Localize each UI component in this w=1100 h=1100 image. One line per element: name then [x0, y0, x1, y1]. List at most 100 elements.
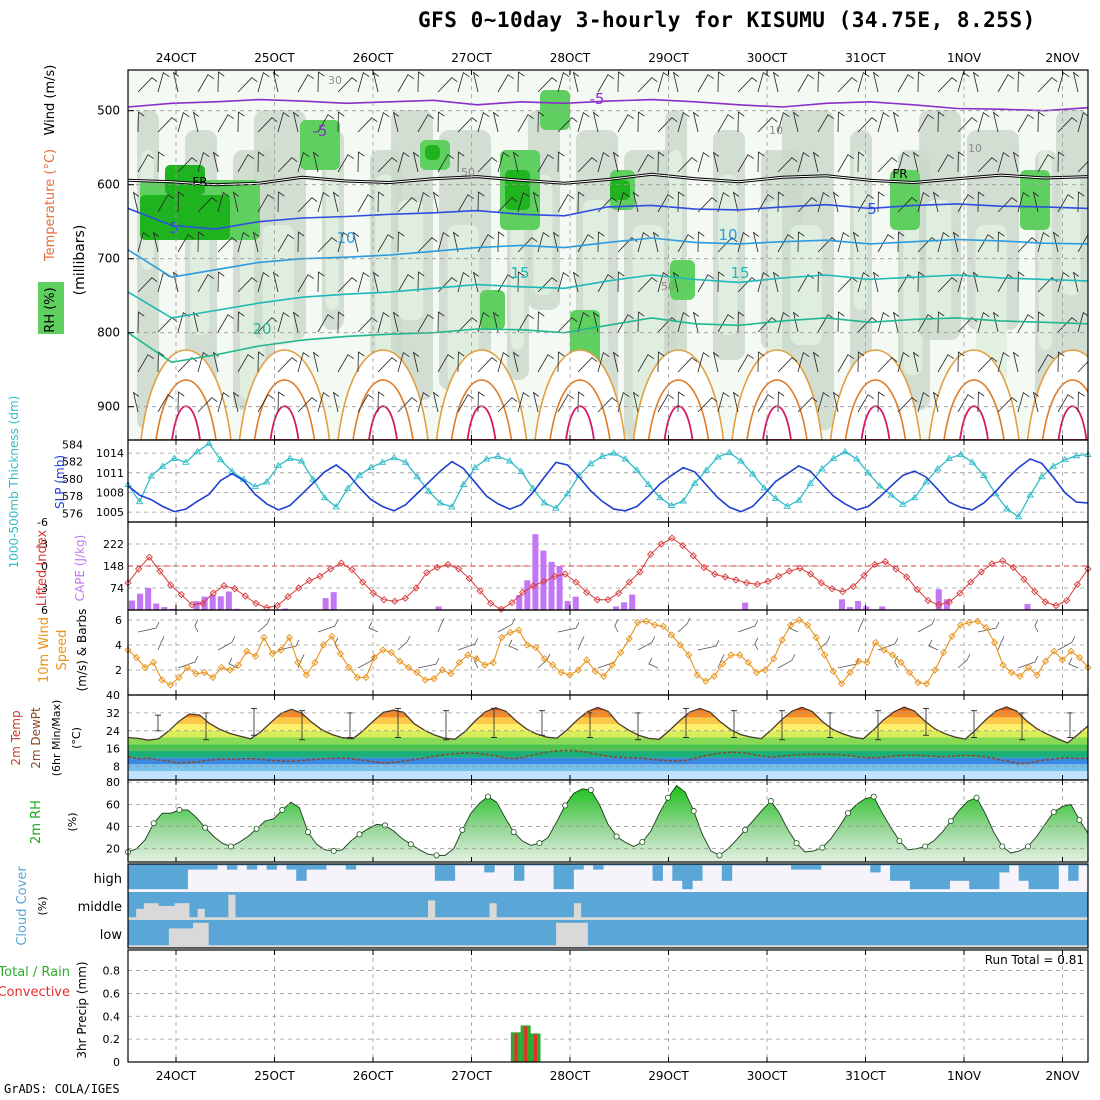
thickness-axis-label: 1000-500mb Thickness (dm) — [7, 396, 21, 569]
bottom-date-label: 25OCT — [254, 1069, 295, 1083]
wind-speed-marker — [829, 667, 837, 675]
lifted-index-marker — [604, 596, 612, 604]
wind-barb-10m — [497, 618, 516, 633]
pressure-tick-label: 800 — [97, 326, 120, 340]
lifted-index-marker — [508, 599, 516, 607]
wind-barb — [437, 232, 450, 253]
wind-speed-marker — [659, 622, 667, 630]
cloud-cell-low — [676, 920, 686, 946]
wind-barb — [717, 192, 730, 213]
wind-speed-marker — [362, 673, 370, 682]
cloud-cell-high — [850, 864, 861, 866]
wind-barb — [277, 312, 290, 333]
wind-barb — [637, 277, 658, 293]
wind-barb — [877, 157, 898, 173]
cloud-cell-high — [890, 864, 901, 881]
lifted-index-marker — [796, 564, 804, 572]
cloud-cell-low — [539, 920, 548, 946]
wind-speed-marker — [192, 670, 200, 678]
cloud-cell-low — [862, 920, 871, 946]
lifted-index-marker — [497, 605, 505, 613]
wind-barb — [417, 114, 435, 133]
wind-barb — [697, 397, 718, 413]
cloud-cell-middle — [481, 892, 490, 918]
cloud-cell-low — [668, 920, 678, 946]
cloud-cell-low — [152, 920, 161, 946]
cloud-cell-low — [684, 920, 694, 946]
wind-barb — [412, 151, 420, 173]
cloud-cell-high — [949, 864, 960, 881]
cloud-cell-low — [918, 920, 928, 946]
cape-bar — [524, 580, 531, 610]
cloud-cell-high — [355, 864, 367, 866]
warm-lobe — [663, 405, 694, 440]
cloud-cell-low — [563, 920, 573, 923]
cloud-cell-high — [1028, 864, 1040, 890]
cloud-cell-high — [454, 864, 465, 866]
wind-barb — [217, 271, 225, 293]
cloud-cell-middle — [496, 892, 505, 918]
wind-barb — [857, 394, 875, 413]
wind-barb — [877, 391, 885, 413]
wind-barb — [977, 391, 985, 413]
wind-barb-10m — [1057, 636, 1076, 651]
wind-speed-marker — [506, 628, 514, 637]
cloud-cell-low — [128, 920, 137, 946]
wind-barb — [957, 117, 978, 133]
wind-barb — [877, 357, 898, 373]
cloud-cell-middle — [888, 892, 897, 918]
wind-barb — [737, 111, 745, 133]
wind-barb — [417, 192, 430, 213]
rh-shade-light — [853, 150, 867, 310]
cloud-cell-high — [761, 864, 772, 866]
lifted-index-marker — [743, 579, 751, 587]
rh-shade-green — [540, 90, 570, 130]
rh-marker — [304, 829, 311, 836]
temperature-axis-label: Temperature (°C) — [43, 149, 58, 262]
wind-barb — [857, 117, 878, 133]
wind-speed-marker — [888, 651, 897, 659]
cloud-cell-middle — [750, 892, 759, 918]
wind-barb — [537, 77, 558, 93]
wind-barb — [237, 154, 255, 173]
wind-barb-10m — [368, 621, 379, 633]
wind-barb — [577, 312, 590, 333]
wind-barb-10m — [457, 637, 479, 651]
wind-barb — [517, 392, 530, 413]
wind-speed-marker — [1033, 671, 1041, 679]
wind-barb — [332, 391, 340, 413]
cloud-cell-high — [1078, 864, 1089, 866]
slp-marker — [1014, 512, 1023, 520]
slp-marker — [1072, 451, 1081, 459]
rh-marker — [510, 829, 517, 836]
cloud-cell-high — [197, 864, 208, 870]
lifted-index-marker — [1020, 575, 1028, 583]
wind-barb — [897, 197, 918, 213]
cloud-cell-middle — [903, 892, 912, 918]
cloud-cell-middle — [1057, 892, 1066, 918]
cloud-cell-low — [547, 920, 557, 946]
wind-barb — [897, 74, 915, 93]
wind-barb — [957, 317, 978, 333]
wind-barb — [657, 151, 665, 173]
run-total-label: Run Total = 0.81 — [985, 953, 1084, 967]
isotherm-15 — [128, 274, 1088, 319]
rh-shade-green — [670, 260, 695, 300]
wind-barb — [997, 152, 1010, 173]
cloud-cell-middle — [366, 892, 375, 918]
cloud-cell-low — [224, 920, 234, 946]
wind-speed-marker — [693, 671, 701, 679]
lifted-index-marker — [167, 581, 175, 589]
rh-marker — [330, 847, 337, 854]
cloud-cell-middle — [857, 892, 866, 918]
cloud-cell-low — [902, 920, 912, 946]
wind-barb — [477, 234, 495, 253]
cloud-cell-middle — [673, 892, 682, 918]
wind-speed-marker — [413, 668, 421, 677]
rh-shade-dark-green — [505, 170, 530, 210]
wind-barb — [237, 111, 245, 133]
wind-barb — [1057, 151, 1065, 173]
wind-barb-10m — [837, 658, 860, 669]
cloud-cell-middle — [773, 892, 782, 918]
wind-speed-marker — [175, 673, 183, 682]
